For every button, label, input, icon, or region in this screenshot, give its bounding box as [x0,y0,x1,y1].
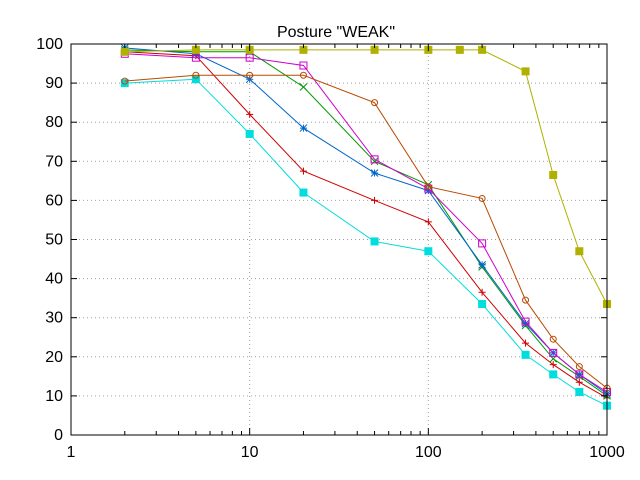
data-point [478,261,486,269]
data-point [424,247,433,256]
data-point [521,350,530,359]
grid-lines [71,44,607,435]
y-tick-label: 20 [45,349,63,366]
x-tick-label: 1 [67,444,76,461]
y-tick-label: 60 [45,192,63,209]
data-point [478,239,487,248]
y-tick-label: 80 [45,114,63,131]
data-point [192,71,200,79]
data-point [521,319,530,328]
data-point [424,218,432,226]
data-point [478,194,486,202]
data-point [370,169,379,177]
data-point [575,370,584,379]
data-point [120,79,129,88]
data-point [424,184,433,193]
data-point [299,124,308,132]
series-line [124,53,608,393]
series-line [124,74,608,389]
data-point [371,99,379,107]
data-point [522,296,530,304]
data-point [424,183,432,191]
x-tick-label: 100 [415,444,442,461]
data-point [299,167,307,175]
data-point [478,300,487,309]
data-point [245,53,254,62]
data-point [245,129,254,138]
y-tick-label: 100 [36,36,63,53]
data-point [246,71,254,79]
data-point [370,155,379,164]
data-point [121,77,129,85]
data-point [549,335,557,343]
series-1 [121,48,611,402]
series-line [124,49,608,397]
data-point [522,339,530,347]
series-6 [120,45,611,309]
series-layer [120,44,611,410]
data-point [246,110,254,118]
data-point [370,157,379,166]
data-point [575,247,584,256]
data-point [549,361,557,369]
data-point [575,378,583,386]
data-point [549,348,558,357]
y-tick-label: 0 [54,427,63,444]
series-line [124,51,608,399]
data-point [575,363,583,371]
data-point [424,186,433,195]
series-3 [120,44,611,398]
data-point [299,188,308,197]
data-point [370,237,379,246]
data-point [478,288,486,296]
series-4 [120,49,611,396]
x-tick-label: 10 [241,444,259,461]
y-tick-label: 50 [45,232,63,249]
data-point [549,170,558,179]
series-5 [120,75,611,410]
data-point [371,196,379,204]
data-point [299,71,307,79]
data-point [120,47,129,56]
data-point [245,75,254,84]
data-point [299,83,308,91]
data-point [455,45,464,54]
data-point [549,370,558,379]
series-7 [121,71,611,392]
y-tick-label: 40 [45,271,63,288]
data-point [521,317,530,326]
data-point [191,53,200,62]
series-line [124,49,608,305]
y-tick-label: 90 [45,75,63,92]
data-point [299,61,308,70]
y-tick-label: 70 [45,153,63,170]
y-tick-label: 10 [45,388,63,405]
series-line [124,78,608,407]
data-point [521,67,530,76]
x-tick-label: 1000 [589,444,625,461]
chart-title: Posture "WEAK" [277,24,395,41]
y-tick-label: 30 [45,310,63,327]
data-point [575,387,584,396]
